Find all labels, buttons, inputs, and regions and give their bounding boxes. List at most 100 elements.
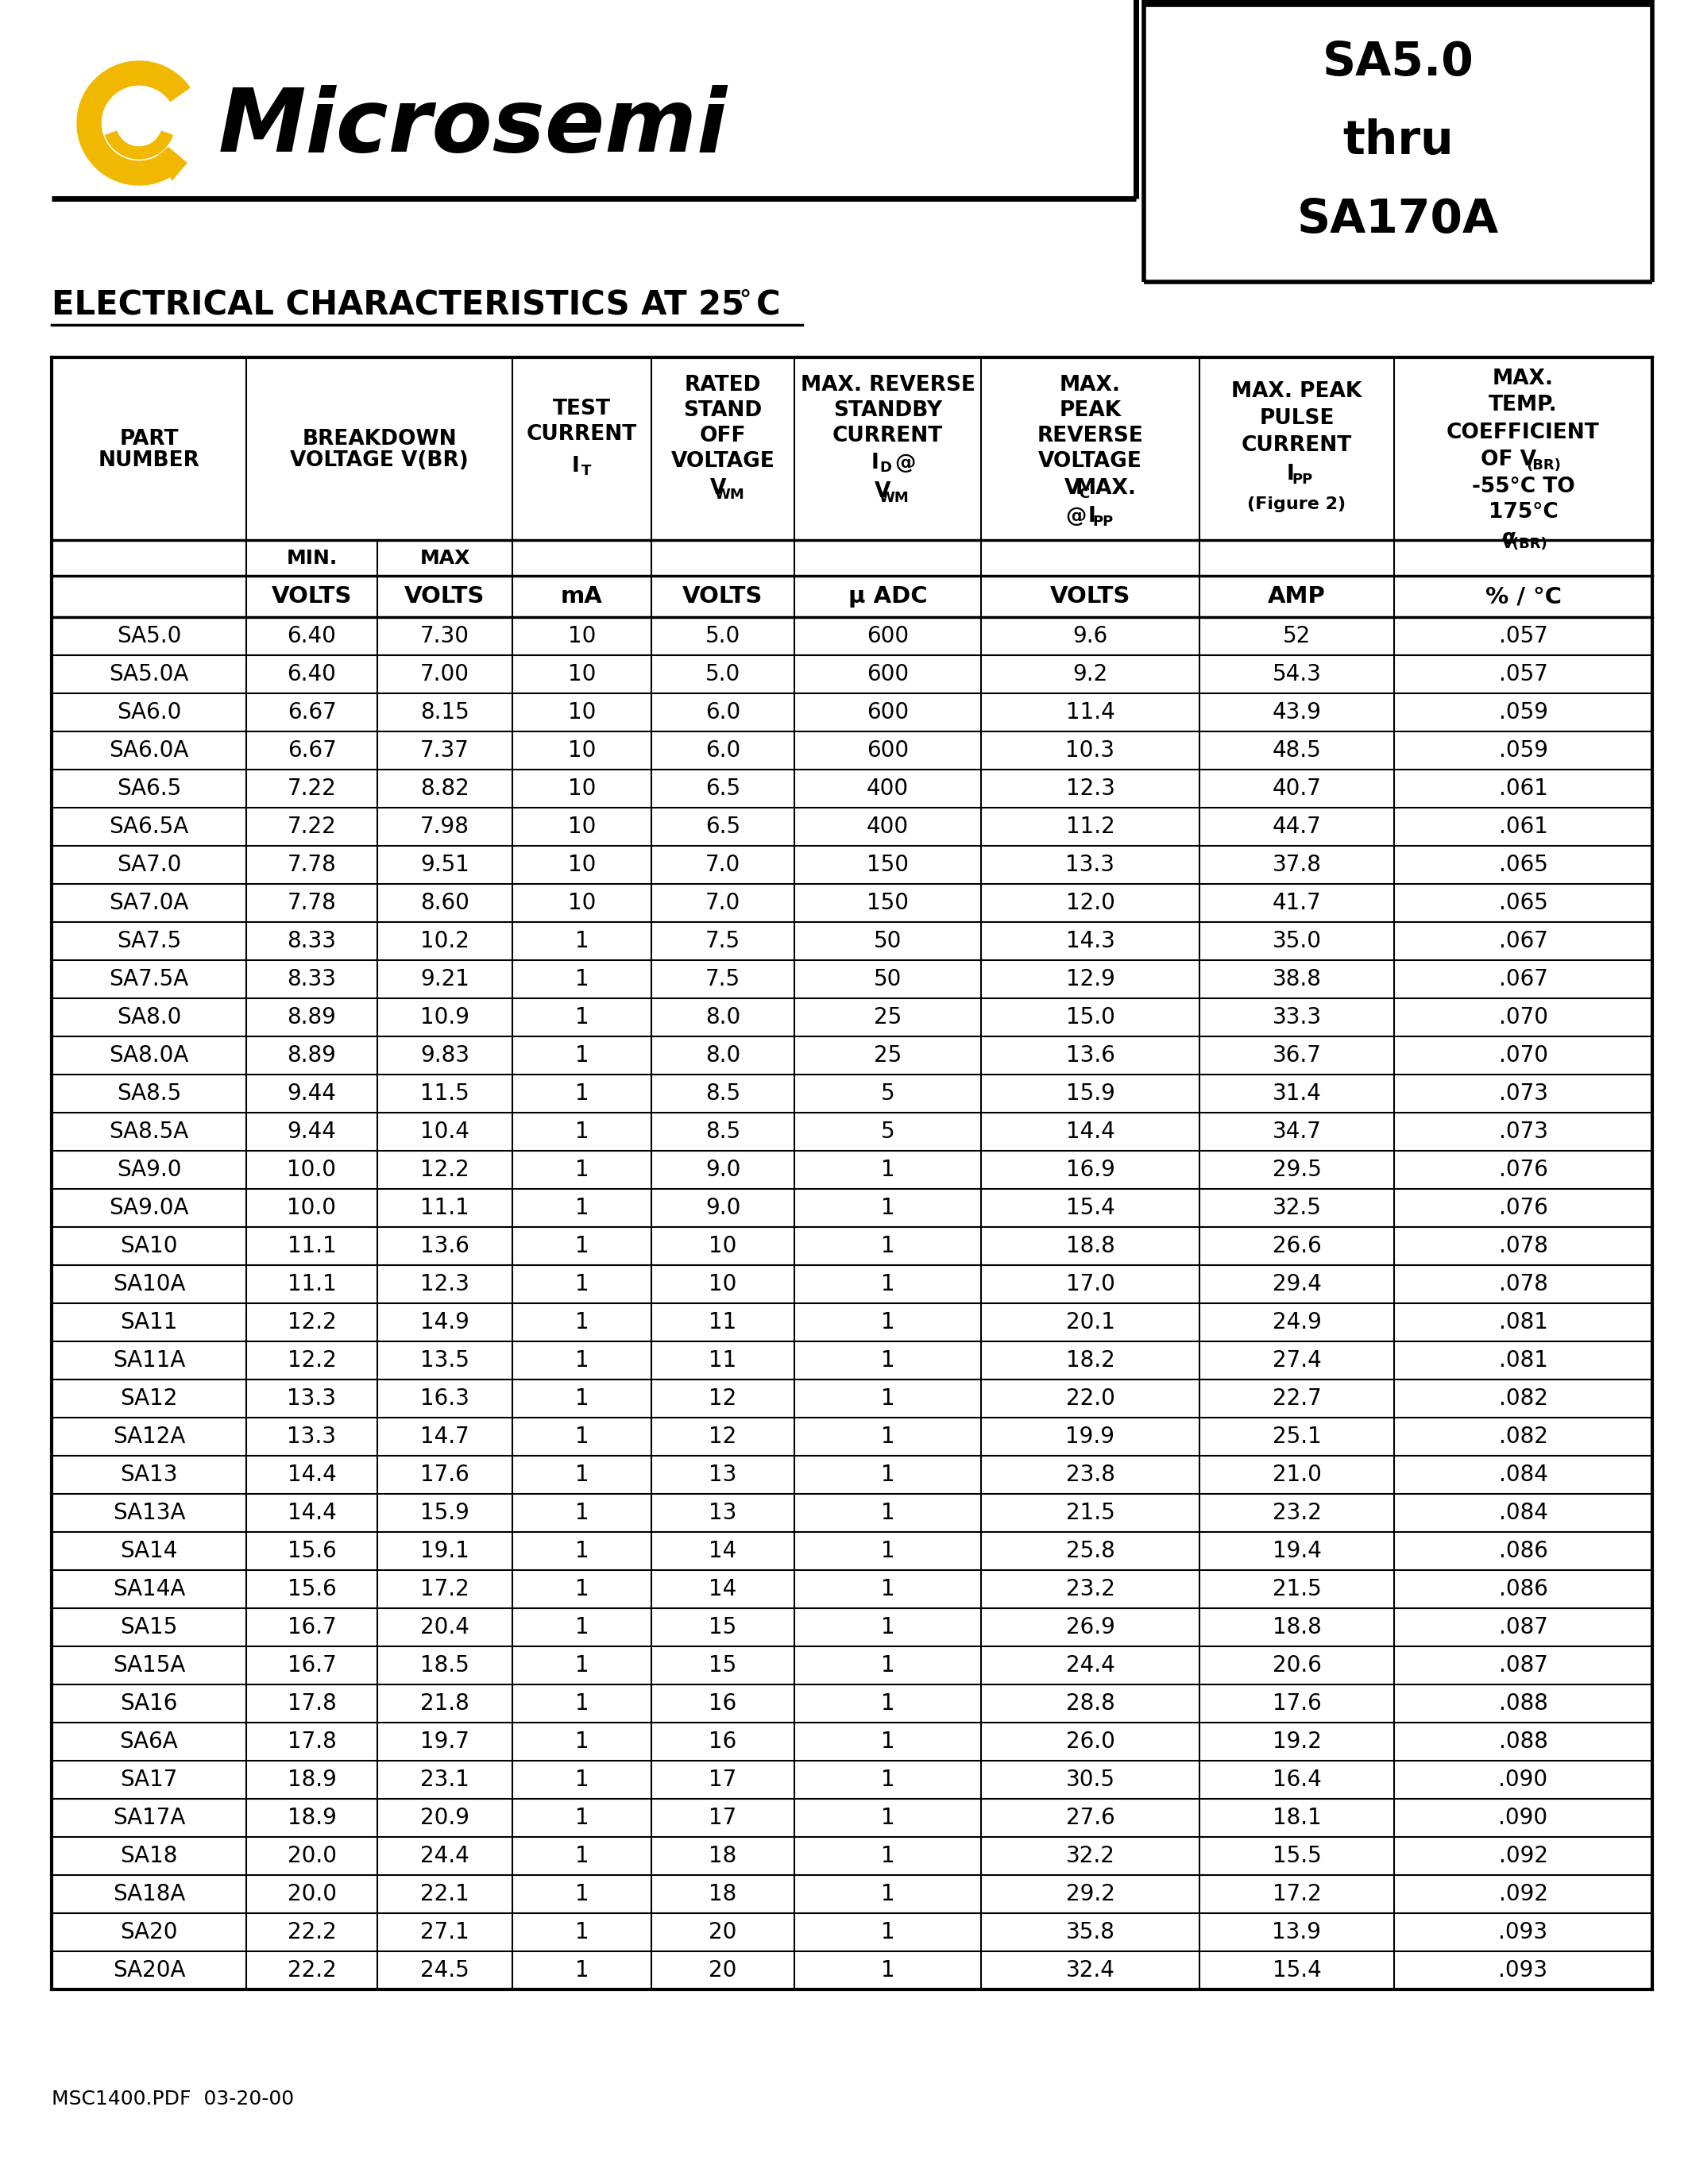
Text: 10: 10 — [567, 854, 596, 876]
Text: .076: .076 — [1499, 1197, 1548, 1219]
Text: 37.8: 37.8 — [1273, 854, 1322, 876]
Text: 18.5: 18.5 — [420, 1653, 469, 1677]
Text: 7.0: 7.0 — [706, 854, 741, 876]
Text: 1: 1 — [576, 1120, 589, 1142]
Text: .059: .059 — [1499, 701, 1548, 723]
Text: MSC1400.PDF  03-20-00: MSC1400.PDF 03-20-00 — [52, 2090, 294, 2108]
Text: 25: 25 — [874, 1044, 901, 1066]
Text: °: ° — [739, 288, 751, 312]
Text: 35.0: 35.0 — [1273, 930, 1322, 952]
Text: .081: .081 — [1499, 1350, 1548, 1372]
Text: 52: 52 — [1283, 625, 1312, 646]
Text: 25: 25 — [874, 1007, 901, 1029]
Text: SA7.0A: SA7.0A — [110, 891, 189, 915]
Text: 1: 1 — [576, 1730, 589, 1754]
Text: 8.15: 8.15 — [420, 701, 469, 723]
Text: 50: 50 — [874, 930, 901, 952]
Text: 20.0: 20.0 — [287, 1845, 336, 1867]
Text: 16: 16 — [709, 1730, 738, 1754]
Text: SA15A: SA15A — [113, 1653, 186, 1677]
Text: 15.4: 15.4 — [1273, 1959, 1322, 1981]
Text: 150: 150 — [866, 891, 908, 915]
Text: 11.1: 11.1 — [287, 1234, 336, 1258]
Text: I: I — [1089, 507, 1096, 526]
Text: COEFFICIENT: COEFFICIENT — [1447, 422, 1600, 443]
Text: 7.5: 7.5 — [706, 930, 741, 952]
Text: 1: 1 — [576, 1769, 589, 1791]
Text: 22.2: 22.2 — [287, 1922, 336, 1944]
Text: 18: 18 — [709, 1883, 738, 1904]
Text: 10: 10 — [567, 664, 596, 686]
Text: 1: 1 — [576, 930, 589, 952]
Text: 14.4: 14.4 — [287, 1463, 336, 1485]
Text: SA13A: SA13A — [113, 1503, 186, 1524]
Text: SA6.0: SA6.0 — [116, 701, 181, 723]
Text: SA18A: SA18A — [113, 1883, 186, 1904]
Text: 14.4: 14.4 — [287, 1503, 336, 1524]
Text: 17.8: 17.8 — [287, 1693, 336, 1714]
Text: 400: 400 — [866, 815, 908, 839]
Text: 14: 14 — [709, 1540, 738, 1562]
Text: 10.0: 10.0 — [287, 1160, 336, 1182]
Text: 8.0: 8.0 — [706, 1007, 741, 1029]
Text: 19.7: 19.7 — [420, 1730, 469, 1754]
Text: 10: 10 — [709, 1273, 738, 1295]
Text: 5.0: 5.0 — [706, 625, 741, 646]
Text: 14.3: 14.3 — [1065, 930, 1114, 952]
Text: 12.2: 12.2 — [420, 1160, 469, 1182]
Text: 8.89: 8.89 — [287, 1007, 336, 1029]
Text: 13.6: 13.6 — [1065, 1044, 1114, 1066]
Text: 1: 1 — [576, 1579, 589, 1601]
Text: CURRENT: CURRENT — [1241, 435, 1352, 456]
Text: 6.0: 6.0 — [706, 740, 741, 762]
Text: 1: 1 — [881, 1197, 895, 1219]
Text: CURRENT: CURRENT — [527, 424, 636, 446]
Text: 16.7: 16.7 — [287, 1616, 336, 1638]
Text: 6.67: 6.67 — [287, 701, 336, 723]
Text: SA6.5A: SA6.5A — [110, 815, 189, 839]
Text: 11.1: 11.1 — [420, 1197, 469, 1219]
Text: 10: 10 — [567, 778, 596, 799]
Text: .084: .084 — [1499, 1463, 1548, 1485]
Text: 6.0: 6.0 — [706, 701, 741, 723]
Text: 14: 14 — [709, 1579, 738, 1601]
Text: SA16: SA16 — [120, 1693, 177, 1714]
Text: 9.83: 9.83 — [420, 1044, 469, 1066]
Text: TEST: TEST — [554, 400, 611, 419]
Text: VOLTS: VOLTS — [272, 585, 353, 607]
Text: PP: PP — [1092, 515, 1114, 529]
Text: (BR): (BR) — [1526, 459, 1561, 472]
Text: PP: PP — [1291, 472, 1313, 487]
Text: 15.4: 15.4 — [1065, 1197, 1114, 1219]
Text: 23.8: 23.8 — [1065, 1463, 1114, 1485]
Text: 175°C: 175°C — [1489, 502, 1558, 522]
Text: 1: 1 — [576, 1387, 589, 1409]
Text: .086: .086 — [1499, 1579, 1548, 1601]
Text: 6.40: 6.40 — [287, 625, 336, 646]
Text: 15: 15 — [709, 1616, 738, 1638]
Text: 1: 1 — [576, 1959, 589, 1981]
Text: 13.3: 13.3 — [1065, 854, 1114, 876]
Text: 400: 400 — [866, 778, 908, 799]
Text: 1: 1 — [576, 968, 589, 989]
Text: 1: 1 — [576, 1234, 589, 1258]
Text: 1: 1 — [576, 1922, 589, 1944]
Text: SA8.5A: SA8.5A — [110, 1120, 189, 1142]
Text: SA12A: SA12A — [113, 1426, 186, 1448]
Text: 15.6: 15.6 — [287, 1540, 336, 1562]
Text: 25.8: 25.8 — [1065, 1540, 1114, 1562]
Text: 7.22: 7.22 — [287, 778, 336, 799]
Text: -55°C TO: -55°C TO — [1472, 476, 1575, 498]
Text: 1: 1 — [576, 1693, 589, 1714]
Text: 29.4: 29.4 — [1273, 1273, 1322, 1295]
Text: 22.0: 22.0 — [1065, 1387, 1114, 1409]
Text: 7.30: 7.30 — [420, 625, 469, 646]
Text: .084: .084 — [1499, 1503, 1548, 1524]
Text: 1: 1 — [881, 1653, 895, 1677]
Text: 10: 10 — [567, 740, 596, 762]
Text: @: @ — [1065, 507, 1087, 526]
Text: I: I — [1286, 463, 1295, 485]
Text: 38.8: 38.8 — [1273, 968, 1322, 989]
Text: .065: .065 — [1499, 854, 1548, 876]
Text: .088: .088 — [1499, 1693, 1548, 1714]
